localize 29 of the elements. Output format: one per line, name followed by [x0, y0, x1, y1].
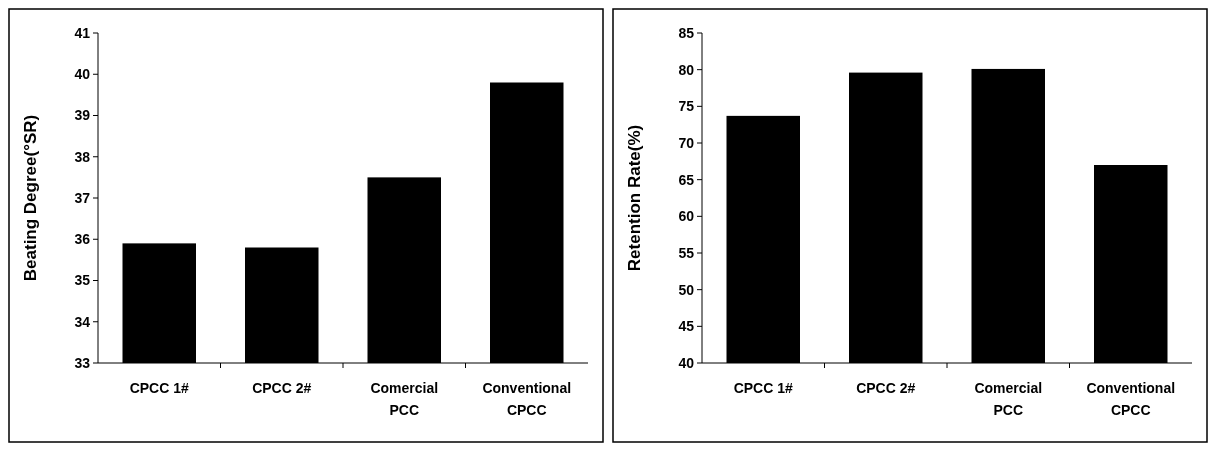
y-axis-title: Beating Degree(°SR) — [21, 114, 40, 282]
x-tick-label: CPCC 2# — [856, 380, 916, 396]
y-tick-label: 38 — [74, 148, 91, 165]
y-tick-label: 70 — [678, 134, 695, 151]
y-tick-label: 37 — [74, 189, 91, 206]
y-tick-label: 40 — [74, 66, 91, 83]
y-tick-label: 45 — [678, 318, 695, 335]
x-tick-label: CPCC 1# — [129, 380, 190, 396]
y-axis-title: Retention Rate(%) — [625, 124, 644, 272]
y-tick-label: 55 — [678, 244, 695, 261]
y-tick-label: 80 — [678, 61, 695, 78]
y-tick-label: 85 — [678, 24, 695, 41]
x-tick-label: Comercial PCC — [370, 380, 439, 418]
x-tick-label: CPCC 2# — [252, 380, 312, 396]
y-tick-label: 60 — [678, 208, 695, 225]
y-tick-label: 40 — [678, 354, 695, 371]
y-tick-label: 33 — [74, 354, 91, 371]
y-tick-label: 50 — [678, 281, 695, 298]
y-tick-label: 34 — [74, 313, 91, 330]
y-tick-label: 41 — [74, 24, 91, 41]
x-tick-label: Conventional CPCC — [482, 380, 572, 418]
x-tick-label: Comercial PCC — [974, 380, 1043, 418]
y-tick-label: 75 — [678, 98, 695, 115]
y-tick-label: 65 — [678, 171, 695, 188]
y-tick-label: 39 — [74, 107, 91, 124]
x-tick-label: CPCC 1# — [733, 380, 794, 396]
y-tick-label: 36 — [74, 231, 91, 248]
y-tick-label: 35 — [74, 272, 91, 289]
x-tick-label: Conventional CPCC — [1086, 380, 1176, 418]
